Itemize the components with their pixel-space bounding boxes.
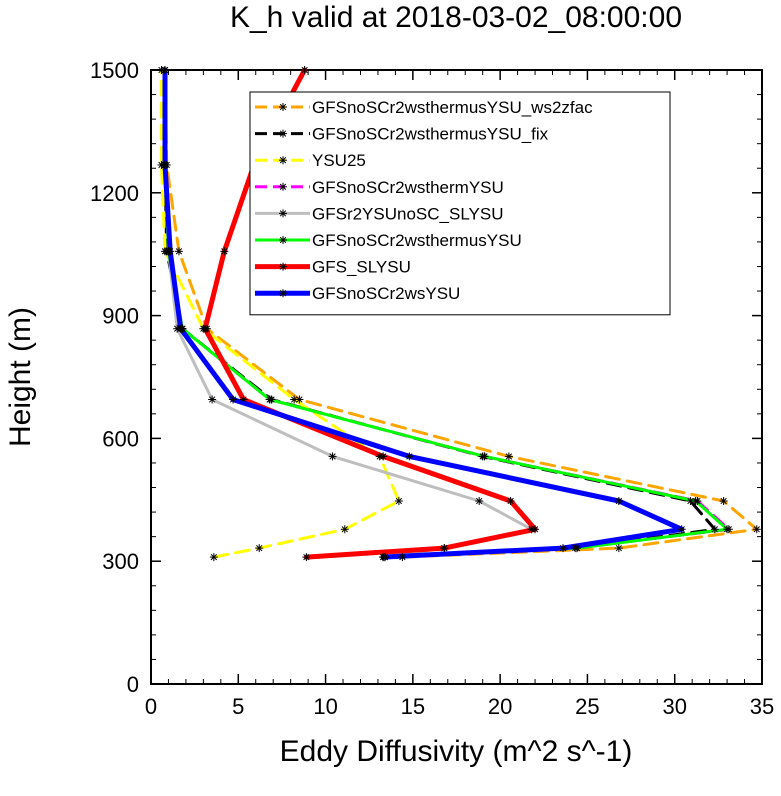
y-tick-label: 0 bbox=[127, 672, 139, 697]
series-line-7 bbox=[162, 67, 685, 560]
series-5-point bbox=[265, 395, 274, 404]
legend-marker-1 bbox=[279, 129, 287, 138]
legend-marker-0 bbox=[279, 103, 287, 111]
legend: GFSnoSCr2wsthermusYSU_ws2zfac GFSnoSCr2ws… bbox=[249, 91, 671, 316]
legend-label-4: GFSr2YSUnoSC_SLYSU bbox=[312, 204, 503, 223]
legend-label-0: GFSnoSCr2wsthermusYSU_ws2zfac bbox=[312, 98, 593, 117]
series-7-point bbox=[229, 395, 238, 404]
series-7-point bbox=[379, 553, 388, 562]
series-0-point bbox=[752, 525, 761, 534]
legend-label-3: GFSnoSCr2wsthermYSU bbox=[312, 178, 504, 197]
legend-marker-6 bbox=[279, 262, 287, 271]
series-2-point bbox=[209, 553, 218, 562]
series-7-point bbox=[614, 497, 623, 506]
legend-label-7: GFSnoSCr2wsYSU bbox=[312, 284, 460, 303]
x-tick-label: 5 bbox=[232, 694, 244, 719]
series-6-point bbox=[220, 247, 229, 256]
series-5-point bbox=[691, 497, 700, 506]
series-0-point bbox=[504, 452, 513, 461]
legend-marker-4 bbox=[279, 209, 287, 218]
series-7-point bbox=[160, 160, 169, 169]
legend-marker-7 bbox=[279, 289, 287, 298]
series-7-point bbox=[405, 452, 414, 461]
x-tick-label: 25 bbox=[575, 694, 599, 719]
series-1-point bbox=[710, 525, 719, 534]
legend-label-6: GFS_SLYSU bbox=[312, 258, 411, 277]
legend-box bbox=[249, 91, 671, 316]
legend-marker-3 bbox=[279, 182, 287, 191]
series-4-point bbox=[208, 395, 217, 404]
x-tick-label: 10 bbox=[313, 694, 337, 719]
series-line-2 bbox=[160, 68, 401, 559]
series-6-point bbox=[531, 525, 540, 534]
legend-label-2: YSU25 bbox=[312, 151, 366, 170]
x-tick-label: 30 bbox=[662, 694, 686, 719]
series-6-point bbox=[201, 324, 210, 333]
y-tick-label: 600 bbox=[102, 426, 139, 451]
legend-label-1: GFSnoSCr2wsthermusYSU_fix bbox=[312, 125, 549, 144]
y-tick-label: 900 bbox=[102, 304, 139, 329]
x-tick-label: 15 bbox=[401, 694, 425, 719]
series-0-point bbox=[398, 553, 407, 562]
y-tick-label: 1200 bbox=[90, 181, 139, 206]
series-5-point bbox=[572, 544, 581, 553]
series-6-point bbox=[440, 544, 449, 553]
x-tick-label: 0 bbox=[145, 694, 157, 719]
series-6-point bbox=[302, 553, 311, 562]
series-0-point bbox=[719, 497, 728, 506]
legend-label-5: GFSnoSCr2wsthermusYSU bbox=[312, 231, 522, 250]
plot-frame bbox=[150, 69, 763, 685]
x-tick-label: 20 bbox=[488, 694, 512, 719]
series-7-point bbox=[160, 66, 169, 74]
series-2-point bbox=[255, 544, 264, 553]
series-2-point bbox=[394, 497, 403, 506]
series-7-point bbox=[558, 544, 567, 553]
series-6-point bbox=[379, 452, 388, 461]
series-4-point bbox=[328, 452, 337, 461]
legend-marker-2 bbox=[279, 156, 287, 165]
series-2-point bbox=[290, 395, 299, 404]
series-5-point bbox=[480, 452, 489, 461]
chart-title: K_h valid at 2018-03-02_08:00:00 bbox=[230, 1, 682, 34]
series-7-point bbox=[166, 247, 175, 256]
series-6-point bbox=[239, 395, 248, 404]
series-0-point bbox=[614, 544, 623, 553]
y-tick-label: 300 bbox=[102, 549, 139, 574]
series-2-point bbox=[340, 525, 349, 534]
legend-marker-5 bbox=[279, 236, 287, 244]
plot-area: 0 5 10 15 20 25 30 35 0 300 600 900 1200 1500 bbox=[90, 58, 774, 719]
series-4-point bbox=[475, 497, 484, 506]
y-axis-title: Height (m) bbox=[4, 307, 37, 447]
x-tick-label: 35 bbox=[750, 694, 774, 719]
y-tick-label: 1500 bbox=[90, 58, 139, 83]
series-line-0 bbox=[163, 68, 759, 559]
series-7-point bbox=[677, 525, 686, 534]
series-6-point bbox=[300, 66, 309, 74]
series-5-point bbox=[723, 525, 732, 534]
x-axis-title: Eddy Diffusivity (m^2 s^-1) bbox=[280, 735, 633, 768]
series-7-point bbox=[176, 324, 185, 333]
series-0-point bbox=[174, 247, 183, 256]
series-6-point bbox=[506, 497, 515, 506]
